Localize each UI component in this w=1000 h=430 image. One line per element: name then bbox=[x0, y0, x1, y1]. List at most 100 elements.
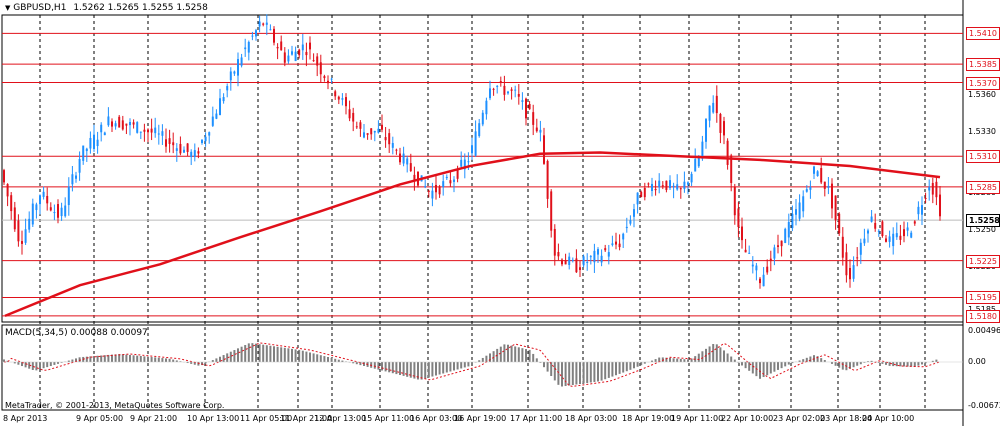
macd-bar bbox=[554, 362, 556, 380]
candle-body bbox=[568, 257, 570, 265]
macd-bar bbox=[529, 350, 531, 362]
level-price-tag[interactable]: 1.5258 bbox=[966, 214, 1000, 227]
macd-bar bbox=[125, 355, 127, 362]
candle-body bbox=[867, 230, 869, 233]
macd-bar bbox=[701, 351, 703, 362]
candle-body bbox=[799, 203, 801, 219]
macd-bar bbox=[889, 362, 891, 366]
candle-body bbox=[604, 248, 606, 250]
candle-body bbox=[349, 109, 351, 118]
macd-bar bbox=[305, 352, 307, 362]
candle-body bbox=[86, 149, 88, 151]
macd-bar bbox=[471, 362, 473, 365]
candle-body bbox=[219, 98, 221, 115]
macd-bar bbox=[122, 354, 124, 362]
candle-body bbox=[795, 209, 797, 215]
candle-body bbox=[374, 131, 376, 133]
macd-bar bbox=[147, 357, 149, 362]
macd-bar bbox=[442, 362, 444, 374]
candle-body bbox=[442, 181, 444, 187]
candle-body bbox=[766, 267, 768, 273]
level-price-tag[interactable]: 1.5310 bbox=[966, 150, 1000, 163]
candle-body bbox=[403, 154, 405, 164]
candle-body bbox=[25, 229, 27, 243]
macd-bar bbox=[133, 355, 135, 362]
macd-bar bbox=[457, 362, 459, 369]
candle-body bbox=[651, 184, 653, 191]
candle-body bbox=[802, 196, 804, 211]
triangle-down-icon[interactable]: ▼ bbox=[5, 4, 10, 12]
candle-body bbox=[881, 221, 883, 236]
candle-body bbox=[622, 234, 624, 240]
candle-body bbox=[223, 97, 225, 101]
macd-bar bbox=[597, 362, 599, 381]
macd-bar bbox=[331, 358, 333, 362]
macd-bar bbox=[356, 362, 358, 364]
candle-body bbox=[518, 94, 520, 97]
candle-body bbox=[316, 56, 318, 65]
candle-body bbox=[201, 140, 203, 143]
candle-body bbox=[489, 88, 491, 98]
time-axis-label: 19 Apr 11:00 bbox=[671, 413, 723, 424]
candle-body bbox=[21, 241, 23, 244]
candle-body bbox=[345, 97, 347, 106]
candle-body bbox=[82, 146, 84, 161]
level-price-tag[interactable]: 1.5410 bbox=[966, 27, 1000, 40]
macd-bar bbox=[71, 359, 73, 362]
candle-body bbox=[410, 163, 412, 171]
candle-body bbox=[572, 260, 574, 261]
candle-body bbox=[39, 195, 41, 204]
candle-body bbox=[367, 133, 369, 135]
macd-bar bbox=[572, 362, 574, 385]
candle-body bbox=[392, 143, 394, 148]
macd-bar bbox=[259, 344, 261, 362]
macd-bar bbox=[338, 360, 340, 362]
macd-bar bbox=[151, 357, 153, 362]
macd-bar bbox=[687, 359, 689, 362]
candle-body bbox=[147, 130, 149, 133]
macd-bar bbox=[820, 358, 822, 362]
macd-bar bbox=[669, 358, 671, 362]
candle-body bbox=[579, 267, 581, 270]
macd-bar bbox=[464, 362, 466, 367]
candle-body bbox=[187, 143, 189, 152]
time-axis-label: 23 Apr 02:00 bbox=[773, 413, 825, 424]
candle-body bbox=[831, 184, 833, 209]
level-price-tag[interactable]: 1.5195 bbox=[966, 291, 1000, 304]
candle-body bbox=[939, 195, 941, 217]
candle-body bbox=[183, 150, 185, 153]
macd-bar bbox=[97, 356, 99, 362]
macd-bar bbox=[579, 362, 581, 384]
candle-body bbox=[503, 86, 505, 95]
macd-bar bbox=[403, 362, 405, 376]
level-price-tag[interactable]: 1.5285 bbox=[966, 181, 1000, 194]
candle-body bbox=[446, 177, 448, 178]
candle-body bbox=[752, 265, 754, 267]
level-price-tag[interactable]: 1.5180 bbox=[966, 310, 1000, 323]
candle-body bbox=[302, 45, 304, 51]
level-price-tag[interactable]: 1.5225 bbox=[966, 255, 1000, 268]
candle-body bbox=[194, 150, 196, 157]
candle-body bbox=[928, 187, 930, 190]
macd-bar bbox=[223, 355, 225, 362]
macd-bar bbox=[773, 362, 775, 372]
macd-bar bbox=[154, 357, 156, 362]
macd-bar bbox=[730, 357, 732, 362]
macd-bar bbox=[511, 346, 513, 362]
candle-body bbox=[309, 43, 311, 50]
candle-body bbox=[493, 89, 495, 90]
candle-body bbox=[727, 141, 729, 165]
macd-bar bbox=[590, 362, 592, 382]
candle-body bbox=[406, 158, 408, 164]
candle-body bbox=[525, 99, 527, 119]
candle-body bbox=[611, 243, 613, 245]
level-price-tag[interactable]: 1.5370 bbox=[966, 77, 1000, 90]
macd-bar bbox=[784, 362, 786, 366]
macd-bar bbox=[611, 362, 613, 377]
candle-body bbox=[655, 189, 657, 190]
macd-bar bbox=[719, 347, 721, 362]
candle-body bbox=[431, 191, 433, 199]
level-price-tag[interactable]: 1.5385 bbox=[966, 58, 1000, 71]
